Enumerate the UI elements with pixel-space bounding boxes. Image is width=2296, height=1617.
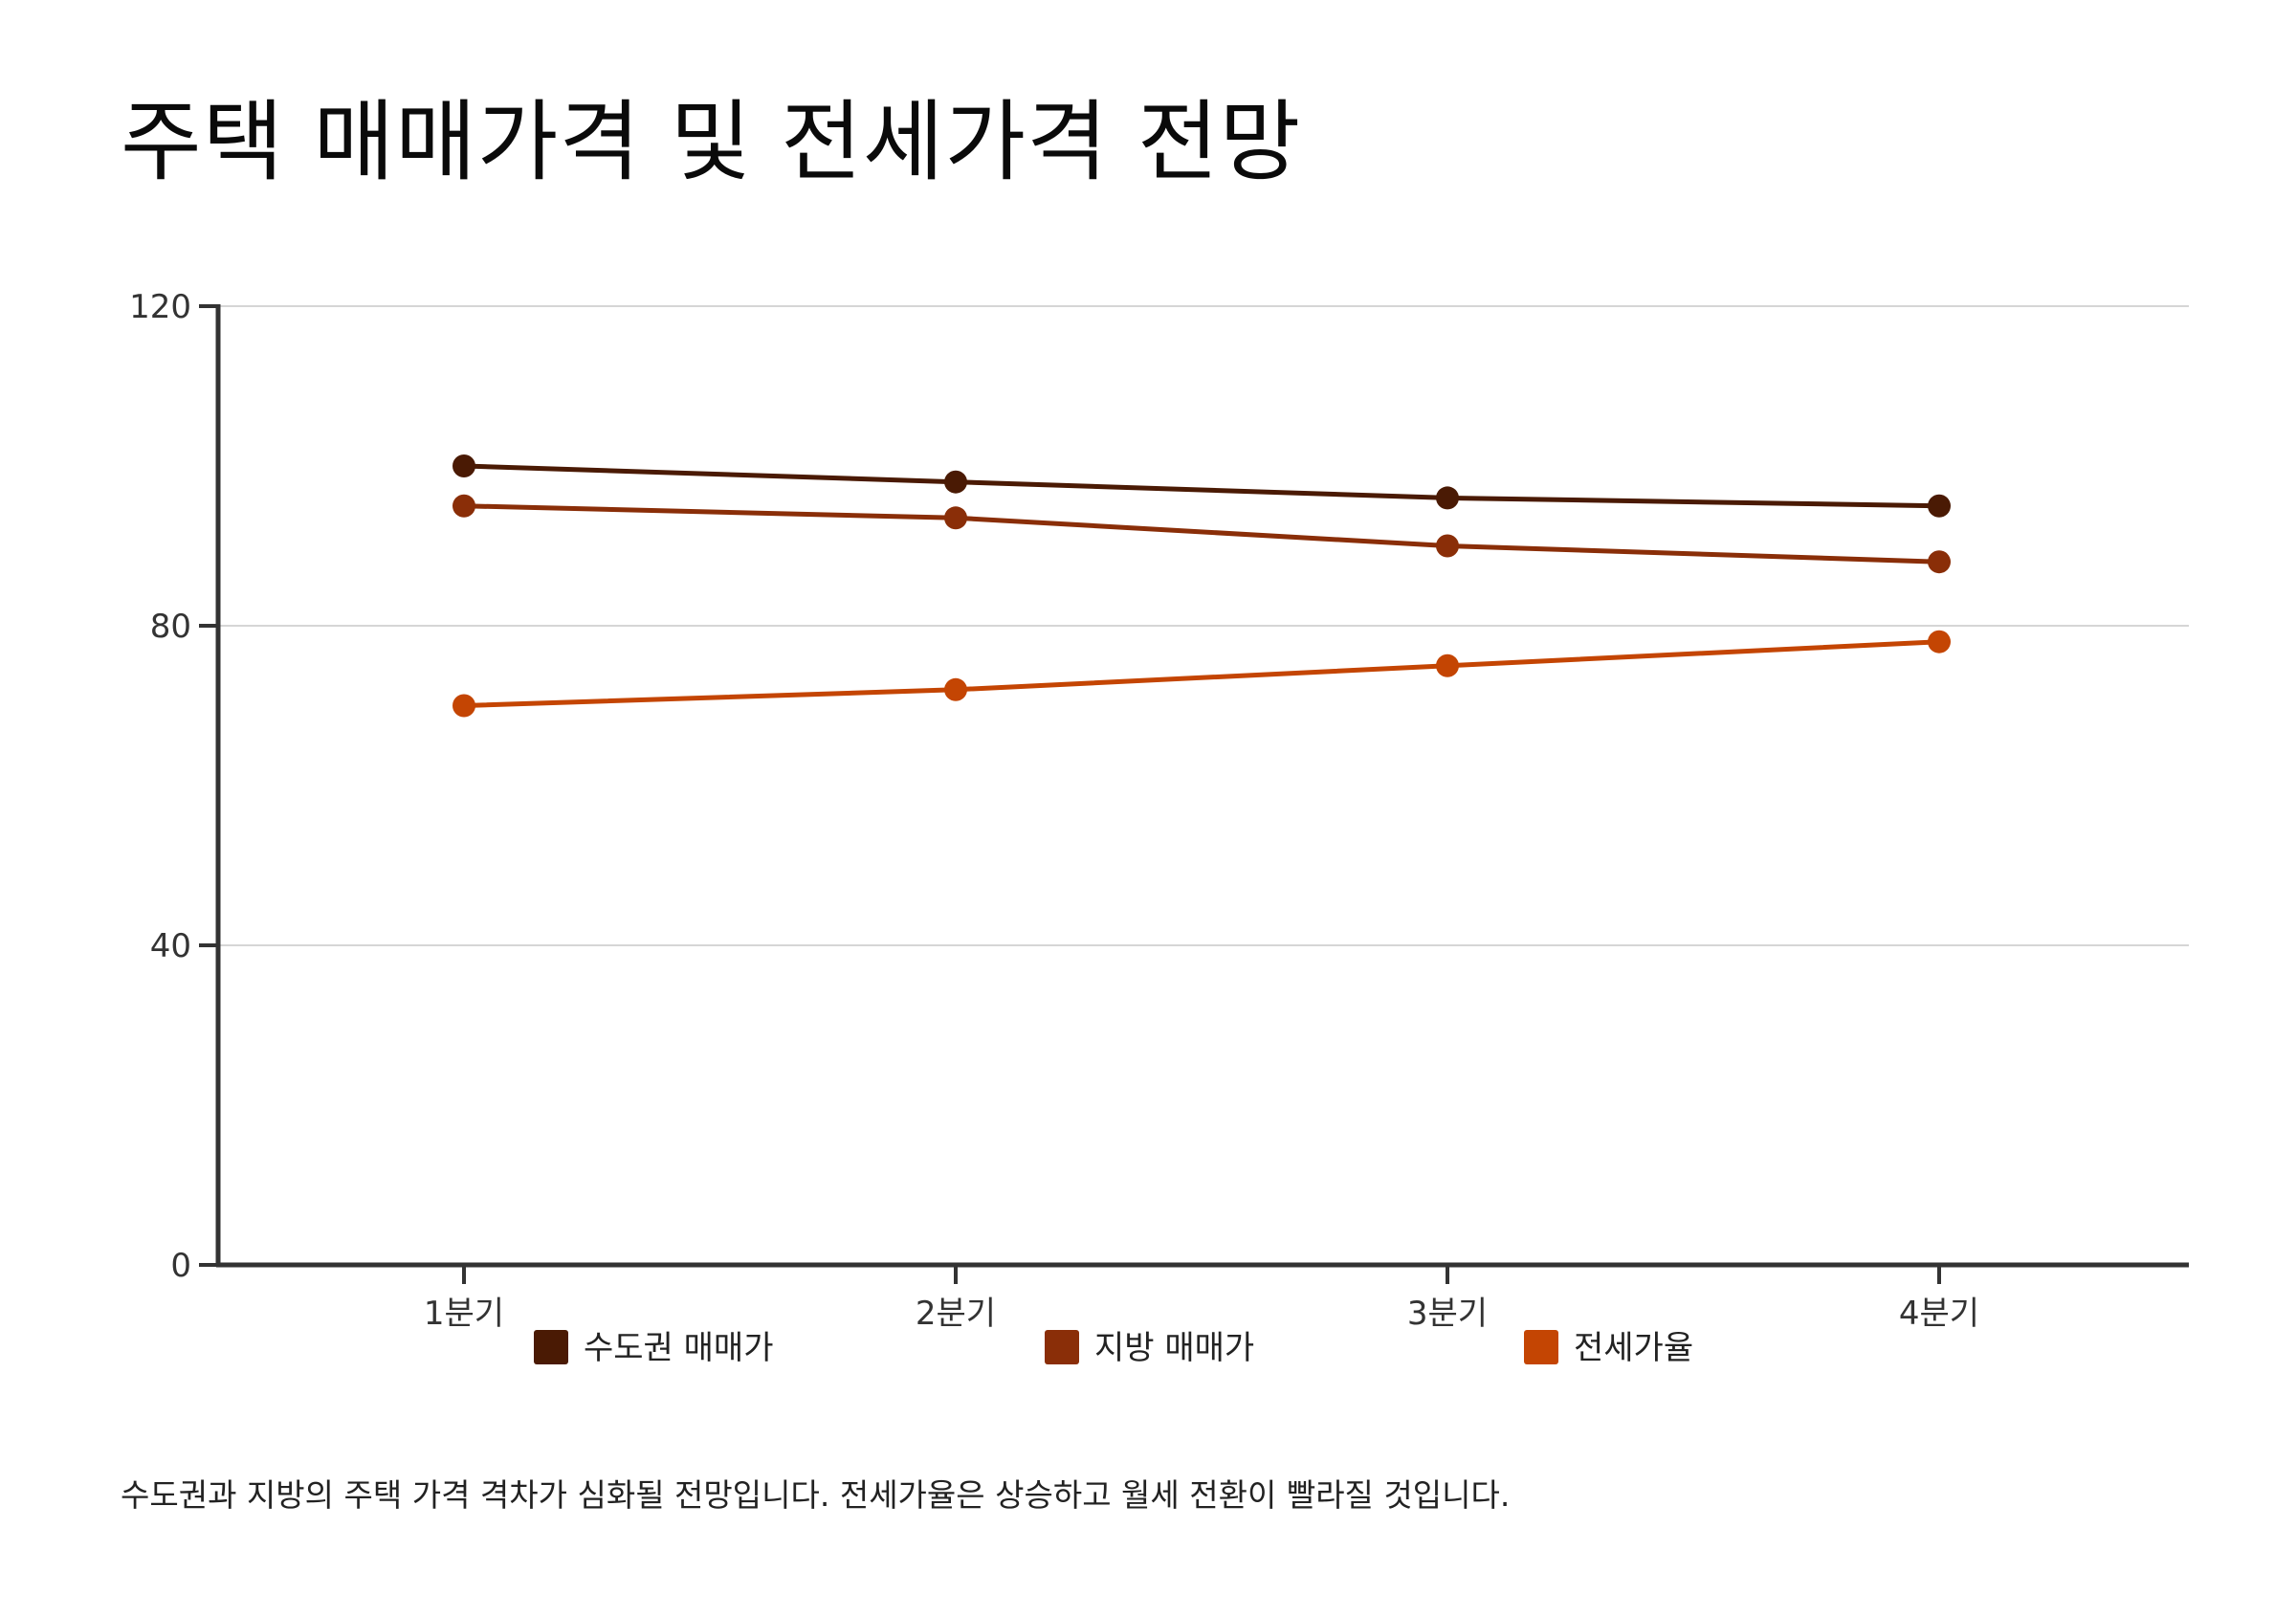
legend-item-2: 지방 매매가 bbox=[1045, 1329, 1254, 1367]
legend-swatch-2 bbox=[1045, 1330, 1079, 1364]
x-axis-ticks: 1분기 2분기 3분기 4분기 bbox=[424, 1265, 1979, 1333]
y-tick-label-0: 0 bbox=[170, 1247, 191, 1285]
series-3-point-2 bbox=[944, 677, 967, 701]
series-1-point-2 bbox=[944, 470, 967, 494]
series-2-point-4 bbox=[1928, 550, 1951, 574]
legend-swatch-3 bbox=[1524, 1330, 1558, 1364]
legend-label-1: 수도권 매매가 bbox=[584, 1329, 774, 1367]
y-tick-label-120: 120 bbox=[129, 288, 191, 326]
series-line-1 bbox=[463, 463, 1940, 509]
legend-item-3: 전세가율 bbox=[1524, 1329, 1693, 1367]
x-tick-label-1: 1분기 bbox=[424, 1295, 504, 1333]
series-line-2 bbox=[463, 503, 1940, 565]
legend: 수도권 매매가 지방 매매가 전세가율 bbox=[534, 1329, 1693, 1367]
legend-swatch-1 bbox=[534, 1330, 568, 1364]
series-2-point-3 bbox=[1436, 534, 1459, 558]
series-3-point-4 bbox=[1928, 630, 1951, 653]
axes bbox=[215, 304, 2189, 1268]
series-3-point-3 bbox=[1436, 653, 1459, 677]
page-title: 주택 매매가격 및 전세가격 전망 bbox=[121, 91, 1302, 193]
legend-label-2: 지방 매매가 bbox=[1094, 1329, 1254, 1367]
x-tick-label-4: 4분기 bbox=[1899, 1295, 1979, 1333]
series-3-point-1 bbox=[453, 694, 475, 718]
series-2-point-1 bbox=[453, 494, 475, 518]
series-1-point-3 bbox=[1436, 486, 1459, 510]
grid-lines bbox=[218, 305, 2189, 946]
legend-item-1: 수도권 매매가 bbox=[534, 1329, 774, 1367]
legend-label-3: 전세가율 bbox=[1574, 1329, 1693, 1367]
series-1-point-1 bbox=[453, 454, 475, 477]
x-tick-label-3: 3분기 bbox=[1407, 1295, 1488, 1333]
series-line-3 bbox=[463, 639, 1940, 708]
y-tick-label-40: 40 bbox=[150, 927, 191, 965]
series-2-point-2 bbox=[944, 506, 967, 530]
y-tick-label-80: 80 bbox=[150, 608, 191, 646]
y-axis-ticks: 0 40 80 120 bbox=[129, 288, 218, 1285]
series-1-point-4 bbox=[1928, 494, 1951, 518]
x-tick-label-2: 2분기 bbox=[916, 1295, 996, 1333]
series-lines bbox=[453, 454, 1951, 718]
chart-caption: 수도권과 지방의 주택 가격 격차가 심화될 전망입니다. 전세가율은 상승하고… bbox=[121, 1476, 1511, 1514]
